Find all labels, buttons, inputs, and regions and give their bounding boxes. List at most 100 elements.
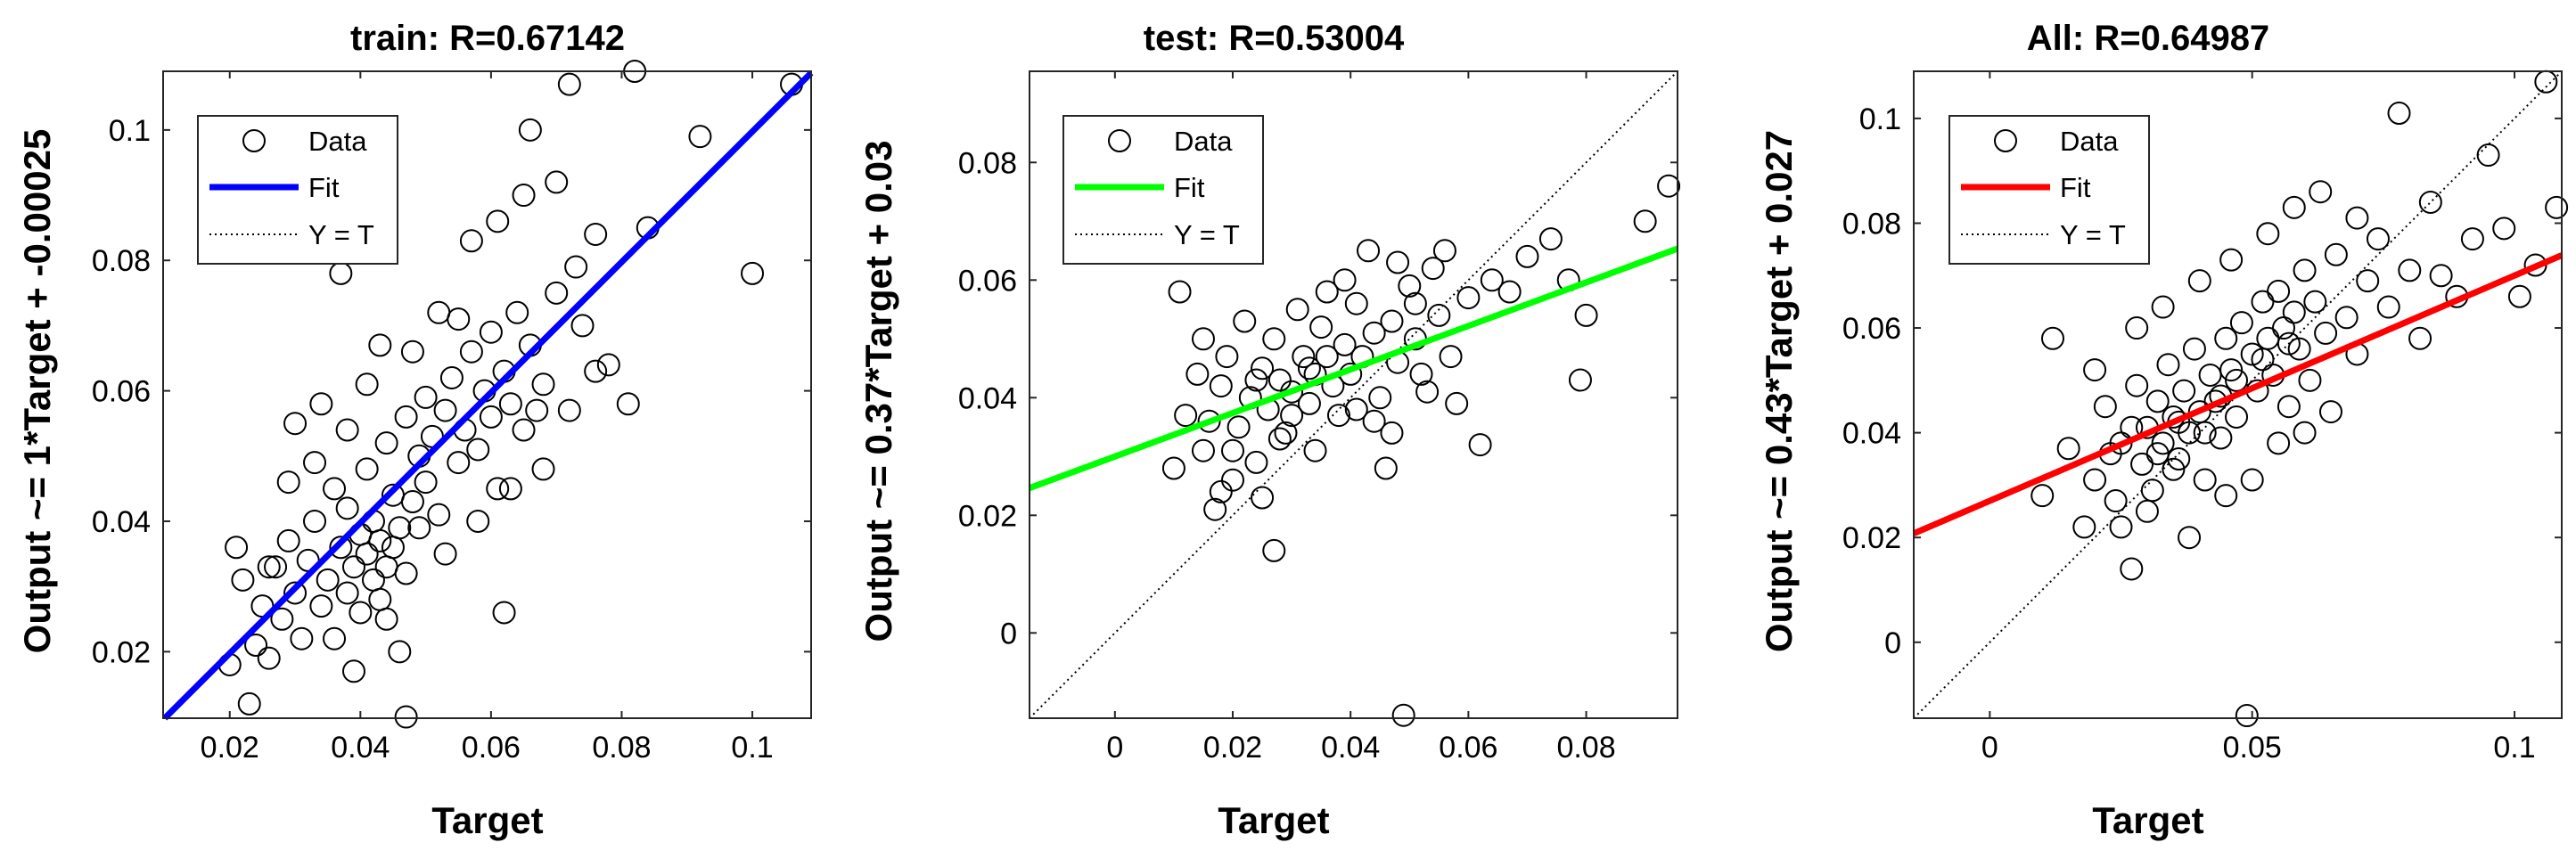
data-point	[355, 457, 379, 481]
data-point	[394, 405, 418, 429]
y-tick-label: 0.08	[92, 244, 151, 278]
y-tick-label: 0.06	[958, 264, 1017, 298]
data-point	[1315, 345, 1339, 369]
data-point	[1326, 404, 1350, 428]
data-point	[2376, 295, 2400, 319]
data-point	[531, 457, 555, 481]
x-tick-label: 0.04	[331, 731, 390, 765]
data-point	[2214, 326, 2238, 350]
data-point	[1251, 486, 1275, 510]
data-point	[2303, 290, 2327, 314]
data-point	[2314, 321, 2338, 345]
plot-frame	[1913, 70, 2563, 719]
data-point	[2272, 316, 2296, 340]
data-point	[2225, 368, 2249, 392]
data-point	[335, 581, 359, 605]
data-point	[1244, 450, 1268, 474]
data-point	[1309, 315, 1333, 340]
data-point	[1497, 280, 1522, 304]
data-point	[1439, 345, 1463, 369]
data-point	[1191, 327, 1215, 351]
data-point	[1445, 391, 1469, 415]
data-point	[1197, 409, 1221, 433]
data-point	[323, 626, 347, 650]
data-point	[2282, 300, 2306, 324]
data-point	[1538, 227, 1563, 251]
data-point	[1161, 456, 1185, 480]
y-tick-label: 0.04	[958, 381, 1017, 415]
data-point	[341, 659, 365, 683]
data-point	[276, 528, 300, 552]
data-point	[2251, 290, 2275, 314]
data-point	[564, 255, 588, 279]
x-tick-label: 0.08	[592, 731, 651, 765]
data-point	[486, 477, 510, 501]
data-point	[1409, 362, 1433, 386]
legend-data-marker	[242, 129, 266, 152]
data-point	[512, 418, 536, 442]
legend-label-identity: Y = T	[308, 219, 374, 250]
x-tick-label: 0.1	[731, 731, 773, 765]
data-point	[2235, 704, 2259, 728]
data-point	[492, 601, 516, 625]
data-point	[498, 477, 522, 501]
plot-frame	[162, 70, 812, 719]
fit-line	[162, 70, 814, 721]
data-point	[447, 451, 471, 475]
data-point	[1574, 303, 1598, 327]
data-point	[433, 398, 457, 422]
data-point	[1368, 386, 1392, 410]
y-axis-label: Output ~= 0.37*Target + 0.03	[857, 141, 899, 642]
plot-frame	[1029, 70, 1678, 719]
data-point	[2178, 526, 2202, 550]
data-point	[341, 555, 365, 579]
data-point	[616, 392, 640, 416]
data-point	[486, 209, 510, 233]
data-point	[1344, 291, 1368, 315]
data-point	[237, 691, 261, 716]
chart-title: All: R=0.64987	[2027, 19, 2269, 58]
data-point	[2182, 337, 2206, 361]
data-point	[1209, 479, 1233, 503]
data-point	[2219, 248, 2244, 272]
data-point	[439, 365, 464, 389]
chart-title: train: R=0.67142	[350, 19, 625, 58]
data-point	[2125, 373, 2149, 397]
legend: Data Fit Y = T	[197, 115, 398, 265]
data-point	[2172, 379, 2196, 403]
data-point	[335, 496, 359, 520]
data-point	[531, 372, 555, 397]
data-point	[2267, 279, 2291, 303]
data-point	[335, 418, 359, 442]
data-point	[2545, 195, 2569, 219]
data-point	[2318, 400, 2342, 424]
data-point	[400, 490, 424, 514]
data-point	[1226, 415, 1251, 439]
data-point	[1185, 362, 1210, 386]
y-tick-label: 0.1	[109, 114, 151, 148]
data-point	[2298, 368, 2322, 392]
data-point	[1280, 380, 1304, 404]
data-point	[1221, 468, 1245, 492]
data-point	[2277, 331, 2301, 356]
y-axis-label: Output ~= 1*Target + -0.00025	[16, 129, 58, 654]
data-point	[270, 607, 294, 631]
data-point	[584, 359, 608, 383]
data-point	[2229, 311, 2253, 335]
data-point	[316, 568, 340, 592]
data-point	[1427, 303, 1451, 327]
data-point	[2429, 264, 2453, 288]
data-point	[1233, 309, 1257, 333]
data-point	[407, 516, 431, 540]
data-point	[1380, 309, 1404, 333]
y-tick-label: 0.02	[92, 635, 151, 669]
data-point	[2251, 348, 2275, 372]
legend-label-data: Data	[1174, 126, 1233, 157]
y-tick-label: 0	[1000, 617, 1017, 650]
data-point	[1374, 456, 1398, 480]
data-point	[1303, 438, 1327, 462]
data-point	[2492, 217, 2516, 241]
data-point	[1421, 257, 1445, 281]
data-point	[2225, 405, 2249, 429]
legend-label-identity: Y = T	[2060, 219, 2126, 250]
